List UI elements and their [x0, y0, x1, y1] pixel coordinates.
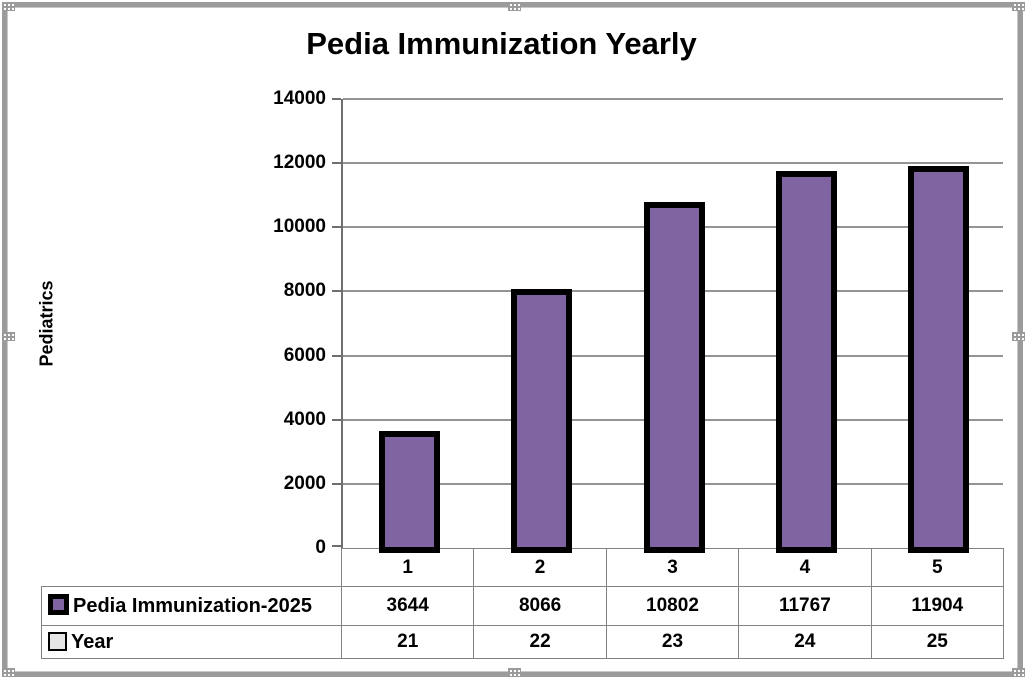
- value-Year-cat4: 24: [738, 625, 872, 659]
- y-axis-tick: [332, 226, 341, 229]
- resize-handle-2[interactable]: [1012, 2, 1025, 11]
- bar-series1-cat5[interactable]: [908, 166, 970, 553]
- y-axis-tick: [332, 290, 341, 293]
- resize-handle-3[interactable]: [2, 332, 15, 341]
- gridline-12000: [343, 162, 1003, 165]
- value-Year-cat1: 21: [340, 625, 475, 659]
- bar-series1-cat1[interactable]: [378, 431, 440, 553]
- legend-series-name: Year: [71, 630, 114, 653]
- resize-handle-5[interactable]: [2, 668, 15, 677]
- y-axis-tick: [332, 418, 341, 421]
- plot-area: [341, 98, 1003, 553]
- bar-series1-cat2[interactable]: [511, 289, 573, 553]
- y-axis-title: Pediatrics: [36, 280, 57, 367]
- value-Pedia-Immunization-2025-cat3: 10802: [605, 586, 740, 626]
- y-axis-tick: [332, 545, 341, 547]
- y-tick-label-0: 0: [315, 537, 326, 558]
- legend-cell: Pedia Immunization-2025: [41, 586, 342, 626]
- value-Pedia-Immunization-2025-cat4: 11767: [738, 586, 872, 626]
- value-Year-cat2: 22: [473, 625, 607, 659]
- gridline-14000: [343, 98, 1003, 100]
- legend-key-icon: [48, 594, 69, 615]
- y-tick-label-4000: 4000: [283, 408, 326, 430]
- bar-series1-cat3[interactable]: [643, 201, 705, 553]
- value-Year-cat5: 25: [870, 625, 1004, 659]
- category-label-4: 4: [738, 548, 872, 587]
- y-tick-label-8000: 8000: [283, 280, 326, 302]
- value-Year-cat3: 23: [605, 625, 740, 659]
- value-Pedia-Immunization-2025-cat1: 3644: [340, 586, 475, 626]
- resize-handle-1[interactable]: [508, 2, 521, 11]
- resize-handle-7[interactable]: [1012, 668, 1025, 677]
- category-label-3: 3: [605, 548, 740, 587]
- value-Pedia-Immunization-2025-cat5: 11904: [870, 586, 1004, 626]
- y-axis-tick: [332, 98, 341, 100]
- legend-key-icon: [48, 631, 67, 651]
- y-axis-tick: [332, 482, 341, 485]
- resize-handle-6[interactable]: [508, 668, 521, 677]
- y-tick-label-10000: 10000: [273, 216, 326, 238]
- value-Pedia-Immunization-2025-cat2: 8066: [473, 586, 607, 626]
- resize-handle-0[interactable]: [2, 2, 15, 11]
- y-tick-label-14000: 14000: [273, 88, 326, 109]
- y-axis-tick: [332, 354, 341, 357]
- table-row-Year: Year 21 22 23 24 25: [41, 625, 1004, 659]
- resize-handle-4[interactable]: [1012, 332, 1025, 341]
- bar-series1-cat4[interactable]: [775, 170, 837, 553]
- y-tick-label-12000: 12000: [273, 152, 326, 174]
- legend-cell: Year: [41, 625, 342, 659]
- category-label-2: 2: [473, 548, 607, 587]
- y-axis-tick: [332, 162, 341, 165]
- legend-series-name: Pedia Immunization-2025: [73, 595, 312, 617]
- table-corner-empty: [42, 549, 342, 587]
- category-label-1: 1: [340, 548, 475, 587]
- category-label-5: 5: [870, 548, 1004, 587]
- y-tick-label-2000: 2000: [283, 472, 326, 494]
- chart-data-table: 1 2 3 4 5 Pedia Immunization-2025 3644 8066 1080…: [41, 548, 1004, 659]
- table-row-Pedia Immunization-2025: Pedia Immunization-2025 3644 8066 10802 1176…: [41, 586, 1004, 626]
- y-tick-label-6000: 6000: [283, 344, 326, 366]
- chart-title: Pedia Immunization Yearly: [306, 26, 697, 61]
